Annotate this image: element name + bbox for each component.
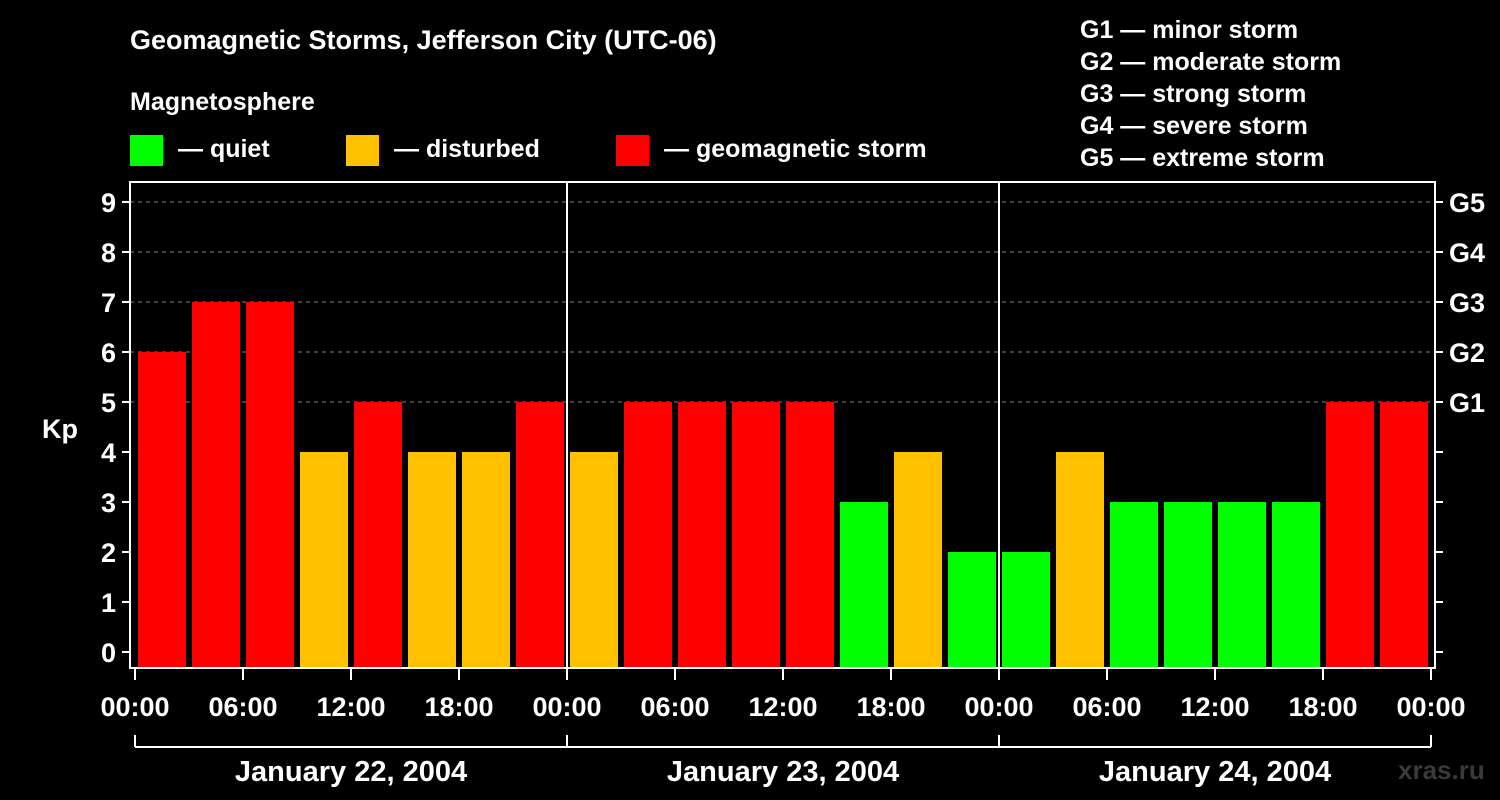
kp-bar-2: [246, 302, 294, 668]
kp-bar-22: [1326, 402, 1374, 668]
kp-bar-15: [948, 552, 996, 668]
kp-bar-3: [300, 452, 348, 668]
y-tick-label-5: 5: [101, 388, 116, 418]
y-tick-label-7: 7: [101, 288, 116, 318]
x-tick-label-8: 00:00: [964, 692, 1033, 722]
x-tick-label-7: 18:00: [856, 692, 925, 722]
x-tick-label-10: 12:00: [1180, 692, 1249, 722]
storm-scale-g4: G4 — severe storm: [1080, 112, 1308, 140]
x-tick-label-11: 18:00: [1288, 692, 1357, 722]
kp-bar-10: [678, 402, 726, 668]
x-tick-label-6: 12:00: [748, 692, 817, 722]
x-tick-label-3: 18:00: [424, 692, 493, 722]
right-tick-label-g2: G2: [1449, 338, 1485, 368]
x-tick-label-1: 06:00: [208, 692, 277, 722]
day-label-0: January 22, 2004: [235, 756, 467, 788]
legend-label-storm: — geomagnetic storm: [664, 135, 927, 163]
chart-title: Geomagnetic Storms, Jefferson City (UTC-…: [130, 25, 717, 55]
kp-bar-1: [192, 302, 240, 668]
kp-bar-20: [1218, 502, 1266, 668]
x-tick-label-4: 00:00: [532, 692, 601, 722]
kp-bar-7: [516, 402, 564, 668]
kp-bar-19: [1164, 502, 1212, 668]
x-tick-label-12: 00:00: [1396, 692, 1465, 722]
legend-swatch-storm: [616, 135, 649, 166]
kp-bar-12: [786, 402, 834, 668]
y-tick-label-6: 6: [101, 338, 116, 368]
legend-title: Magnetosphere: [130, 88, 315, 116]
y-axis-label: Kp: [42, 414, 78, 444]
right-tick-label-g5: G5: [1449, 188, 1485, 218]
kp-bar-17: [1056, 452, 1104, 668]
kp-bar-23: [1380, 402, 1428, 668]
y-tick-label-2: 2: [101, 538, 116, 568]
storm-scale-g3: G3 — strong storm: [1080, 80, 1306, 108]
kp-bar-13: [840, 502, 888, 668]
legend-label-quiet: — quiet: [178, 135, 270, 163]
storm-scale-g1: G1 — minor storm: [1080, 16, 1298, 44]
x-tick-label-0: 00:00: [100, 692, 169, 722]
legend-swatch-quiet: [130, 135, 163, 166]
y-tick-label-0: 0: [101, 638, 116, 668]
day-label-2: January 24, 2004: [1099, 756, 1331, 788]
kp-bar-16: [1002, 552, 1050, 668]
plot-area: 0 1 2 3 4 5 6 7 8 9 G1 G2 G3 G4 G5 00:00 06:00 12:00 18:00…: [100, 181, 1485, 788]
kp-bar-6: [462, 452, 510, 668]
kp-bar-8: [570, 452, 618, 668]
x-tick-label-5: 06:00: [640, 692, 709, 722]
right-tick-label-g1: G1: [1449, 388, 1485, 418]
right-tick-label-g3: G3: [1449, 288, 1485, 318]
kp-bar-5: [408, 452, 456, 668]
watermark: xras.ru: [1398, 755, 1485, 785]
legend-swatch-disturbed: [346, 135, 379, 166]
kp-bar-18: [1110, 502, 1158, 668]
right-tick-label-g4: G4: [1449, 238, 1485, 268]
kp-bar-14: [894, 452, 942, 668]
y-tick-label-4: 4: [101, 438, 116, 468]
y-tick-label-8: 8: [101, 238, 116, 268]
storm-scale-g2: G2 — moderate storm: [1080, 48, 1341, 76]
kp-bar-4: [354, 402, 402, 668]
kp-bar-0: [138, 352, 186, 668]
legend-label-disturbed: — disturbed: [394, 135, 540, 163]
kp-bar-9: [624, 402, 672, 668]
storm-scale-g5: G5 — extreme storm: [1080, 144, 1325, 172]
y-tick-label-1: 1: [101, 588, 116, 618]
x-tick-label-9: 06:00: [1072, 692, 1141, 722]
day-label-1: January 23, 2004: [667, 756, 899, 788]
kp-bar-11: [732, 402, 780, 668]
kp-bar-21: [1272, 502, 1320, 668]
y-tick-label-3: 3: [101, 488, 116, 518]
y-tick-label-9: 9: [101, 188, 116, 218]
x-tick-label-2: 12:00: [316, 692, 385, 722]
